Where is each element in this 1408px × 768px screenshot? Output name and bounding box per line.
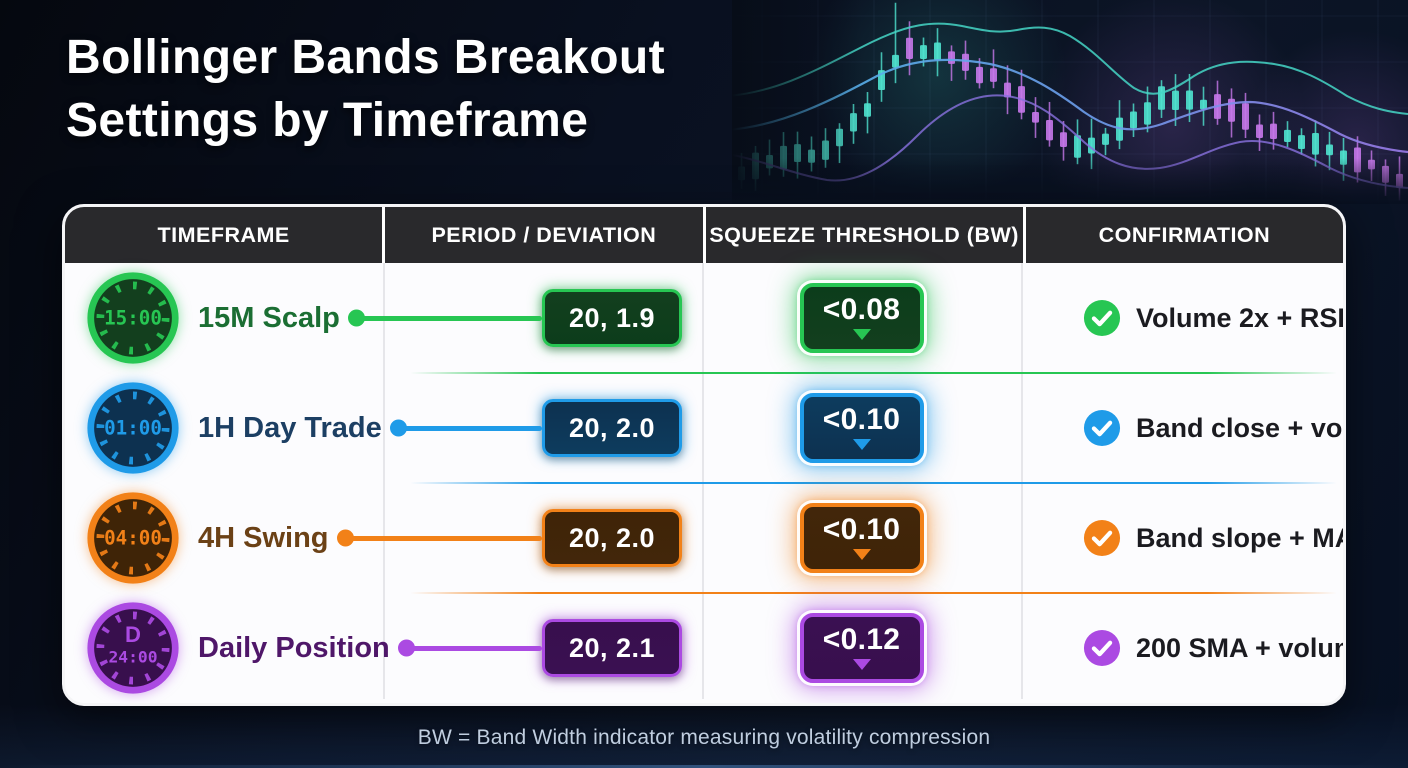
check-icon [1083, 299, 1121, 337]
svg-text:24:00: 24:00 [108, 647, 157, 666]
confirmation-text: Band slope + MACD [1136, 522, 1343, 553]
squeeze-cell: <0.10 [702, 393, 1021, 463]
squeeze-cell: <0.10 [702, 503, 1021, 573]
table-row-15m-scalp: 15:00 15M Scalp 20, 1.9 <0.08 [65, 263, 1345, 374]
page-title-line2: Settings by Timeframe [66, 94, 589, 147]
check-icon [1083, 629, 1121, 667]
period-deviation-value: 20, 2.0 [568, 412, 656, 443]
header-timeframe: TIMEFRAME [157, 222, 290, 247]
table-row-daily-position: D 24:00 Daily Position 20, 2.1 <0.12 [65, 593, 1343, 703]
middle-band-line [726, 58, 1408, 154]
timeframe-label: 4H Swing [198, 521, 329, 554]
check-icon [1083, 409, 1121, 447]
page-title-line1: Bollinger Bands Breakout [66, 31, 666, 84]
footer-note: BW = Band Width indicator measuring vola… [0, 726, 1408, 750]
period-deviation-badge: 20, 1.9 [542, 289, 682, 347]
squeeze-threshold-value: <0.08 [822, 293, 901, 326]
squeeze-threshold-badge: <0.10 [799, 503, 924, 573]
candlesticks [738, 2, 1403, 201]
timeframe-cell: 01:00 1H Day Trade 20, 2.0 [65, 380, 702, 476]
connector-line [355, 315, 542, 321]
chart-grid [732, 0, 1408, 204]
squeeze-threshold-value: <0.10 [822, 403, 901, 436]
bollinger-chart-decoration [726, 0, 1408, 260]
check-icon [1083, 519, 1121, 557]
confirmation-cell: 200 SMA + volume [1021, 629, 1343, 667]
squeeze-cell: <0.12 [702, 613, 1021, 683]
page-title: Bollinger Bands Breakout Settings by Tim… [66, 26, 665, 152]
confirmation-cell: Band slope + MACD [1021, 519, 1343, 557]
down-arrow-icon [852, 439, 871, 450]
down-arrow-icon [852, 659, 871, 670]
period-deviation-value: 20, 1.9 [568, 302, 656, 333]
squeeze-threshold-badge: <0.08 [799, 283, 924, 353]
timeframe-cell: D 24:00 Daily Position 20, 2.1 [65, 600, 702, 696]
upper-band-line [726, 22, 1408, 115]
timeframe-label: 15M Scalp [198, 301, 340, 334]
connector-line [405, 645, 542, 651]
squeeze-cell: <0.08 [702, 283, 1021, 353]
clock-icon: 15:00 [87, 272, 179, 364]
confirmation-text: Band close + volume [1136, 412, 1346, 443]
bottom-sheen [0, 704, 1408, 768]
squeeze-threshold-value: <0.12 [822, 623, 901, 656]
bottom-line [0, 765, 1408, 768]
clock-icon: 04:00 [87, 492, 179, 584]
timeframe-label: Daily Position [198, 631, 390, 664]
squeeze-threshold-value: <0.10 [822, 513, 901, 546]
period-deviation-value: 20, 2.0 [568, 522, 656, 553]
timeframe-cell: 04:00 4H Swing 20, 2.0 [65, 490, 702, 586]
table-row-1h-day-trade: 01:00 1H Day Trade 20, 2.0 <0.10 [65, 373, 1346, 484]
column-divider [1021, 263, 1023, 699]
svg-text:01:00: 01:00 [104, 417, 162, 440]
svg-text:15:00: 15:00 [104, 307, 162, 330]
confirmation-cell: Volume 2x + RSI [1021, 299, 1345, 337]
period-deviation-value: 20, 2.1 [568, 632, 656, 663]
confirmation-text: 200 SMA + volume [1136, 632, 1343, 663]
confirmation-cell: Band close + volume [1021, 409, 1346, 447]
connector-line [397, 425, 542, 431]
header-squeeze-threshold: SQUEEZE THRESHOLD (BW) [702, 207, 1023, 263]
timeframe-cell: 15:00 15M Scalp 20, 1.9 [65, 270, 702, 366]
lower-band-line [726, 94, 1408, 189]
squeeze-threshold-badge: <0.12 [799, 613, 924, 683]
svg-text:D: D [125, 622, 141, 647]
down-arrow-icon [852, 329, 871, 340]
period-deviation-badge: 20, 2.1 [542, 619, 682, 677]
timeframe-label: 1H Day Trade [198, 411, 382, 444]
down-arrow-icon [852, 549, 871, 560]
period-deviation-badge: 20, 2.0 [542, 509, 682, 567]
table-body: 15:00 15M Scalp 20, 1.9 <0.08 [65, 263, 1343, 703]
header-period-deviation: PERIOD / DEVIATION [382, 207, 702, 263]
column-divider [702, 263, 704, 699]
confirmation-text: Volume 2x + RSI [1136, 302, 1345, 333]
clock-icon: D 24:00 [87, 602, 179, 694]
svg-text:04:00: 04:00 [104, 527, 162, 550]
connector-line [344, 535, 542, 541]
period-deviation-badge: 20, 2.0 [542, 399, 682, 457]
table-row-4h-swing: 04:00 4H Swing 20, 2.0 <0.10 [65, 483, 1343, 594]
table-header-row: TIMEFRAME PERIOD / DEVIATION SQUEEZE THR… [65, 207, 1343, 263]
column-divider [383, 263, 385, 699]
settings-table: TIMEFRAME PERIOD / DEVIATION SQUEEZE THR… [62, 204, 1346, 706]
header-confirmation: CONFIRMATION [1022, 207, 1343, 263]
squeeze-threshold-badge: <0.10 [799, 393, 924, 463]
clock-icon: 01:00 [87, 382, 179, 474]
